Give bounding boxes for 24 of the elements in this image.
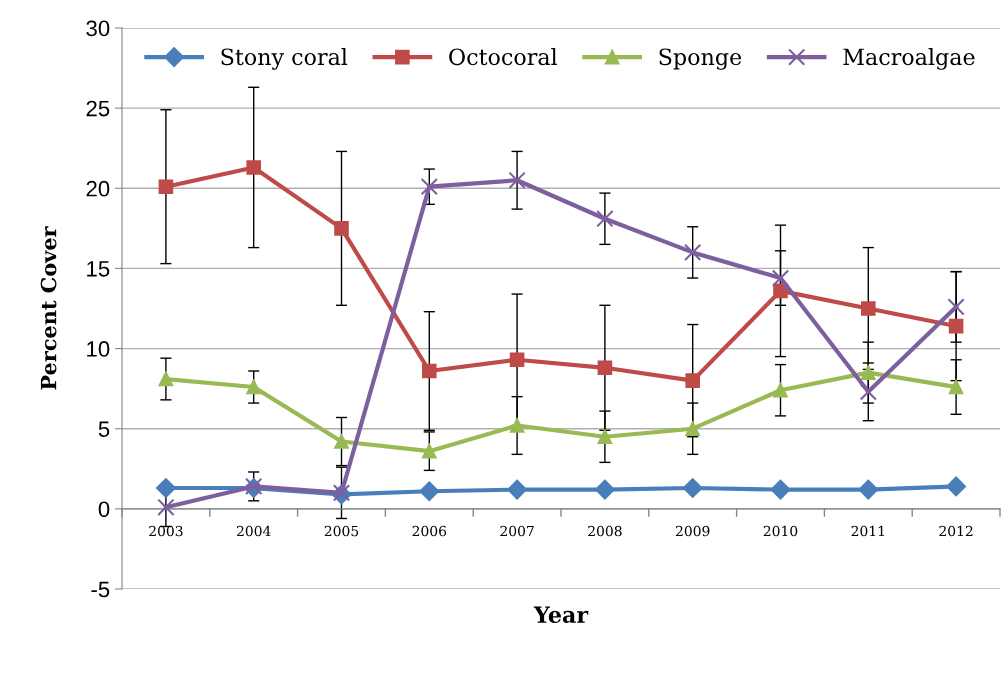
y-tick-label: 20 <box>86 180 110 197</box>
x-axis-title: Year <box>533 606 589 624</box>
y-tick-label: 25 <box>86 100 110 117</box>
y-tick-label: 5 <box>98 421 110 437</box>
legend-label: Sponge <box>659 48 742 70</box>
y-tick-label: 15 <box>87 261 110 277</box>
y-tick-label: 30 <box>86 20 110 37</box>
x-tick-label: 2004 <box>236 525 271 537</box>
x-tick-label: 2006 <box>412 525 447 537</box>
x-tick-label: 2008 <box>588 525 622 537</box>
legend-label: Macroalgae <box>843 48 975 70</box>
x-tick-label: 2012 <box>939 525 973 537</box>
y-tick-label: 10 <box>87 341 110 357</box>
x-tick-label: 2011 <box>851 525 884 537</box>
legend-label: Stony coral <box>221 48 348 70</box>
x-tick-label: 2010 <box>763 525 798 537</box>
y-tick-label: 0 <box>98 501 110 518</box>
x-tick-label: 2009 <box>675 525 710 537</box>
x-tick-label: 2003 <box>149 525 183 537</box>
legend-label: Octocoral <box>449 48 558 66</box>
y-tick-label: -5 <box>91 581 110 598</box>
x-tick-label: 2007 <box>500 525 534 537</box>
y-axis-title: Percent Cover <box>40 226 57 390</box>
x-tick-label: 2005 <box>324 525 359 537</box>
